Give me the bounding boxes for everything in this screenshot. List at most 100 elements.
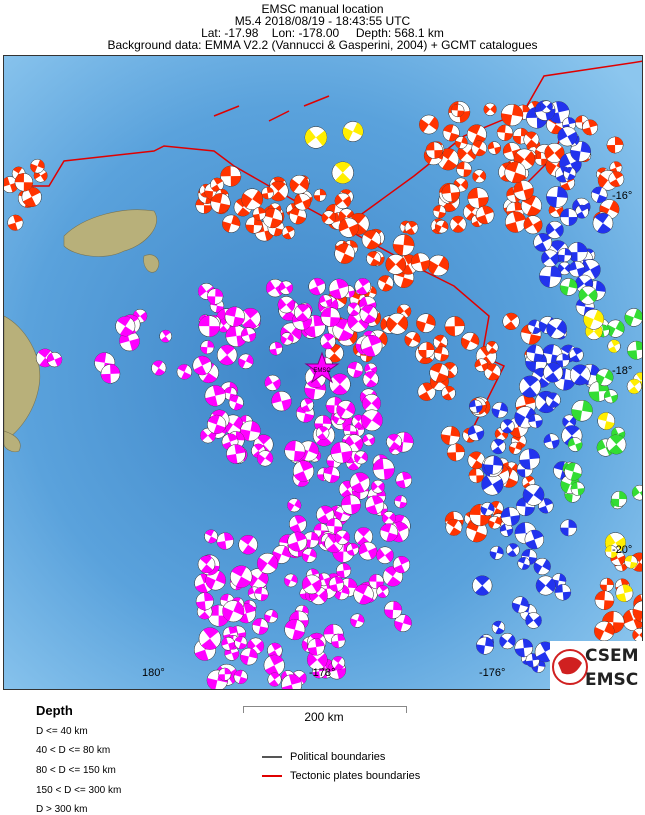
focal-mechanism-beachball: [307, 638, 325, 656]
focal-mechanism-beachball: [200, 340, 215, 355]
focal-mechanism-beachball: [526, 344, 544, 363]
focal-mechanism-beachball: [263, 654, 285, 676]
seismic-map[interactable]: EMSC -16° -18° -20° 180° -178° -176°: [3, 55, 643, 690]
focal-mechanism-beachball: [554, 584, 572, 601]
focal-mechanism-beachball: [362, 393, 381, 413]
epicenter[interactable]: EMSC: [304, 351, 340, 384]
focal-mechanism-beachball: [543, 362, 564, 383]
focal-mechanism-beachball: [626, 378, 642, 394]
focal-mechanism-beachball: [361, 409, 383, 432]
focal-mechanism-beachball: [341, 494, 361, 515]
focal-mechanism-beachball: [392, 234, 415, 256]
logo-text-csem: CSEM: [585, 646, 639, 666]
focal-mechanism-beachball: [261, 186, 274, 200]
logo-text-emsc: EMSC: [585, 670, 638, 690]
focal-mechanism-beachball: [500, 506, 520, 527]
island-small: [4, 430, 21, 453]
focal-mechanism-beachball: [281, 225, 296, 240]
focal-mechanism-beachball: [631, 484, 642, 501]
emsc-logo: CSEM EMSC: [550, 641, 645, 690]
focal-mechanism-beachball: [592, 212, 614, 234]
focal-mechanism-beachball: [594, 590, 615, 610]
focal-mechanism-beachball: [557, 247, 572, 263]
focal-mechanism-beachball: [386, 312, 409, 335]
focal-mechanism-beachball: [207, 288, 224, 305]
focal-mechanism-beachball: [533, 233, 553, 252]
focal-mechanism-beachball: [247, 568, 269, 590]
focal-mechanism-beachball: [115, 316, 136, 337]
focal-mechanism-beachball: [245, 216, 263, 234]
legend-political: Political boundaries: [262, 751, 385, 763]
focal-mechanism-beachball: [540, 100, 553, 114]
focal-mechanism-beachball: [446, 443, 465, 462]
focal-mechanism-beachball: [366, 251, 382, 267]
focal-mechanism-beachball: [240, 420, 261, 442]
focal-mechanism-beachball: [222, 600, 245, 623]
focal-mechanism-beachball: [506, 543, 520, 557]
legend-depth-item: 80 < D <= 150 km: [36, 765, 116, 776]
focal-mechanism-beachball: [527, 319, 543, 335]
focal-mechanism-beachball: [444, 316, 465, 337]
background-data: Background data: EMMA V2.2 (Vannucci & G…: [107, 38, 538, 52]
focal-mechanism-beachball: [330, 633, 346, 649]
focal-mechanism-beachball: [216, 532, 234, 550]
focal-mechanism-beachball: [606, 319, 625, 338]
focal-mechanism-beachball: [287, 498, 302, 513]
focal-mechanism-beachball: [230, 565, 253, 588]
focal-mechanism-beachball: [538, 498, 554, 514]
focal-mechanism-beachball: [546, 318, 567, 339]
focal-mechanism-beachball: [334, 243, 355, 264]
focal-mechanism-beachball: [499, 632, 516, 650]
focal-mechanism-beachball: [234, 636, 248, 650]
focal-mechanism-beachball: [384, 600, 403, 619]
focal-mechanism-beachball: [603, 389, 618, 404]
focal-mechanism-beachball: [271, 390, 292, 412]
tectonic-line: [213, 95, 330, 122]
focal-mechanism-beachball: [385, 254, 407, 275]
focal-mechanism-beachball: [4, 176, 19, 194]
focal-mechanism-beachball: [220, 165, 242, 187]
island-viti-levu: [63, 209, 157, 257]
focal-mechanism-beachball: [471, 140, 488, 157]
focal-mechanism-beachball: [371, 479, 385, 494]
focal-mechanism-beachball: [404, 220, 419, 235]
focal-mechanism-beachball: [570, 481, 585, 496]
focal-mechanism-beachball: [500, 419, 515, 434]
focal-mechanism-beachball: [346, 302, 361, 317]
focal-mechanism-beachball: [468, 467, 484, 484]
focal-mechanism-beachball: [308, 277, 326, 296]
focal-mechanism-beachball: [301, 548, 317, 563]
legend-depth-item: D <= 40 km: [36, 726, 88, 737]
focal-mechanism-beachball: [433, 346, 450, 362]
focal-mechanism-beachball: [349, 472, 371, 493]
event-location: Lat: -17.98 Lon: -178.00 Depth: 568.1 km: [201, 26, 444, 40]
focal-mechanism-beachball: [328, 576, 345, 592]
focal-mechanism-beachball: [440, 425, 461, 446]
focal-mechanism-beachball: [528, 413, 543, 429]
focal-mechanism-beachball: [567, 437, 583, 452]
focal-mechanism-beachball: [543, 433, 560, 450]
focal-mechanism-beachball: [195, 592, 214, 611]
tectonic-line: [358, 60, 642, 217]
epicenter-star-icon: [304, 351, 340, 384]
focal-mechanism-beachball: [224, 306, 246, 327]
focal-mechanism-beachball: [267, 672, 282, 687]
focal-mechanism-beachball: [557, 261, 572, 276]
focal-mechanism-beachball: [410, 252, 431, 272]
focal-mechanism-beachball: [427, 254, 450, 277]
focal-mechanism-beachball: [354, 278, 372, 295]
focal-mechanism-beachball: [204, 529, 218, 544]
focal-mechanism-beachball: [567, 242, 588, 263]
focal-mechanism-beachball: [475, 205, 495, 225]
focal-mechanism-beachball: [281, 674, 303, 689]
focal-mechanism-beachball: [472, 169, 487, 184]
focal-mechanism-beachball: [472, 575, 493, 596]
focal-mechanism-beachball: [241, 188, 264, 210]
focal-mechanism-beachball: [377, 275, 394, 292]
focal-mechanism-beachball: [404, 331, 421, 348]
lat-label: -20°: [612, 544, 632, 556]
focal-mechanism-beachball: [433, 334, 448, 350]
focal-mechanism-beachball: [204, 385, 226, 407]
focal-mechanism-beachball: [544, 142, 565, 163]
focal-mechanism-beachball: [467, 451, 486, 470]
